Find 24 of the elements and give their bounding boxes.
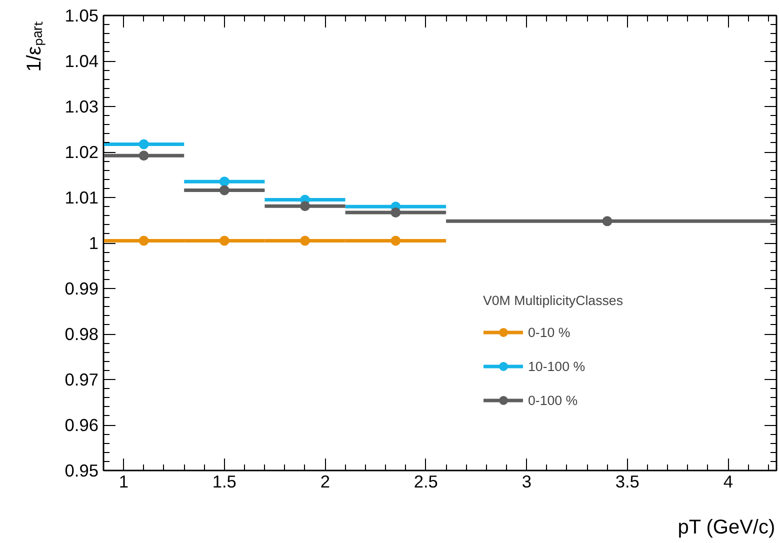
legend-title: V0M MultiplicityClasses	[483, 293, 623, 308]
y-tick-label: 1.02	[64, 142, 99, 162]
y-tick-label: 0.99	[64, 278, 99, 298]
x-tick-label: 1.5	[212, 472, 236, 492]
y-tick-label: 0.98	[64, 324, 99, 344]
x-tick-label: 3.5	[615, 472, 640, 492]
legend-label: 0-100 %	[528, 392, 578, 408]
y-tick-label: 0.97	[64, 370, 99, 390]
y-tick-label: 1	[88, 233, 99, 253]
y-tick-label: 1.01	[64, 188, 99, 208]
y-tick-label: 0.96	[64, 415, 99, 435]
y-axis-title: 1/εₚₐᵣₜ	[24, 20, 46, 72]
y-tick-label: 1.05	[64, 6, 99, 26]
y-tick-label: 1.04	[64, 51, 99, 71]
x-tick-label: 2.5	[414, 472, 438, 492]
x-tick-label: 4	[723, 472, 734, 492]
legend-label: 0-10 %	[528, 324, 570, 340]
y-tick-label: 0.95	[64, 460, 99, 480]
legend-label: 10-100 %	[528, 358, 586, 374]
x-axis-title: pT (GeV/c)	[678, 516, 776, 538]
x-tick-label: 2	[320, 472, 330, 492]
x-tick-label: 3	[522, 472, 532, 492]
y-tick-label: 1.03	[64, 96, 99, 116]
x-tick-label: 1	[118, 472, 128, 492]
